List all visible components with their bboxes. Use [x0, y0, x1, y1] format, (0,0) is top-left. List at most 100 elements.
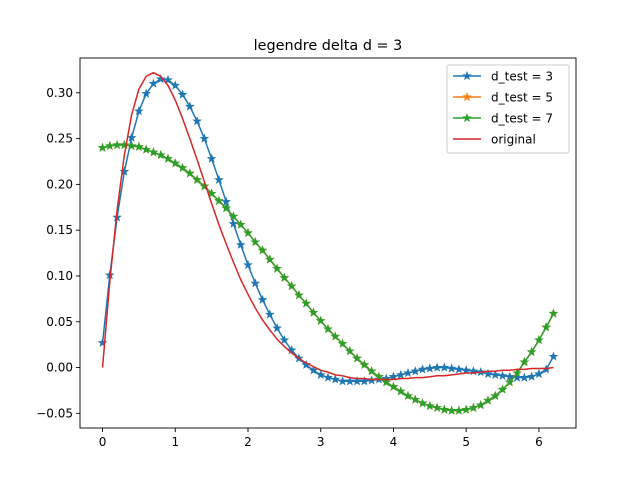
data-point — [214, 174, 224, 184]
data-point — [126, 132, 137, 142]
data-point — [105, 140, 115, 151]
data-point — [265, 309, 275, 319]
data-point — [148, 147, 159, 157]
data-point — [468, 402, 479, 412]
data-point — [228, 218, 239, 228]
data-point — [97, 142, 108, 152]
data-point — [170, 158, 181, 168]
data-point — [250, 237, 261, 247]
legend-label: d_test = 7 — [491, 112, 553, 126]
data-point — [301, 298, 311, 308]
data-point — [134, 141, 144, 151]
data-point — [483, 368, 493, 379]
y-axis: −0.05 0.00 0.05 0.10 0.15 0.20 0.25 0.30 — [36, 86, 80, 420]
data-point — [214, 195, 224, 205]
legend-marker — [462, 70, 472, 81]
data-point — [395, 386, 406, 396]
data-point — [185, 101, 195, 111]
data-point — [534, 335, 544, 345]
data-point — [279, 272, 290, 282]
data-point — [119, 166, 130, 176]
data-point — [526, 371, 537, 381]
data-point — [505, 377, 515, 387]
data-point — [410, 394, 421, 404]
data-point — [155, 74, 166, 84]
data-point — [221, 203, 231, 213]
y-tick-label: 0.30 — [46, 86, 73, 100]
data-point — [381, 377, 391, 387]
data-point — [141, 88, 151, 98]
legend: d_test = 3 d_test = 5 d_test = 7 original — [446, 64, 570, 154]
data-point — [185, 168, 195, 178]
data-point — [272, 263, 282, 273]
data-point — [425, 363, 435, 373]
x-tick-label: 1 — [171, 435, 179, 449]
legend-item: d_test = 7 — [453, 112, 553, 126]
legend-item: original — [453, 133, 536, 147]
data-point — [272, 323, 282, 333]
legend-label: original — [491, 133, 536, 147]
data-point — [235, 239, 246, 249]
y-tick-label: 0.05 — [46, 315, 73, 329]
data-point — [541, 322, 551, 332]
data-point — [352, 353, 362, 363]
data-point — [534, 368, 544, 379]
legend-label: d_test = 3 — [491, 70, 553, 84]
data-point — [192, 174, 202, 184]
x-tick-label: 0 — [99, 435, 107, 449]
data-point — [439, 362, 450, 372]
data-point — [454, 405, 464, 415]
y-tick-label: 0.00 — [46, 361, 73, 375]
data-point — [206, 153, 217, 163]
data-point — [119, 139, 130, 150]
data-point — [315, 369, 326, 379]
data-point — [294, 290, 304, 300]
data-point — [366, 366, 377, 376]
data-point — [526, 346, 537, 357]
data-point — [432, 402, 442, 412]
data-point — [279, 335, 290, 345]
data-point — [403, 390, 413, 401]
data-point — [257, 245, 268, 255]
data-point — [155, 150, 166, 160]
data-point — [308, 307, 319, 317]
data-point — [250, 278, 261, 288]
x-tick-label: 6 — [535, 435, 543, 449]
data-point — [97, 337, 108, 347]
data-point — [359, 376, 370, 386]
data-point — [548, 351, 559, 361]
data-point — [243, 259, 253, 270]
data-point — [163, 74, 173, 85]
data-point — [425, 400, 435, 411]
x-tick-label: 2 — [244, 435, 252, 449]
data-point — [461, 404, 471, 414]
data-point — [403, 367, 413, 378]
data-point — [475, 400, 486, 410]
data-point — [257, 294, 268, 304]
series-d-test-7 — [97, 139, 559, 415]
data-point — [388, 371, 399, 381]
data-point — [330, 331, 341, 341]
y-tick-label: 0.10 — [46, 269, 73, 283]
data-point — [265, 254, 275, 264]
data-point — [483, 395, 493, 405]
data-point — [410, 366, 421, 376]
data-point — [519, 357, 530, 367]
legend-item: d_test = 3 — [453, 70, 553, 84]
data-point — [490, 390, 501, 401]
data-point — [497, 384, 508, 394]
data-point — [519, 372, 530, 382]
data-point — [497, 370, 508, 380]
data-point — [134, 106, 144, 116]
data-point — [141, 144, 151, 154]
legend-marker — [462, 91, 472, 102]
data-point — [177, 89, 188, 99]
data-point — [374, 371, 384, 381]
data-point — [388, 381, 399, 391]
data-point — [417, 398, 428, 408]
data-point — [512, 367, 522, 378]
data-point — [323, 324, 333, 334]
data-point — [163, 153, 173, 163]
y-tick-label: 0.15 — [46, 223, 73, 237]
